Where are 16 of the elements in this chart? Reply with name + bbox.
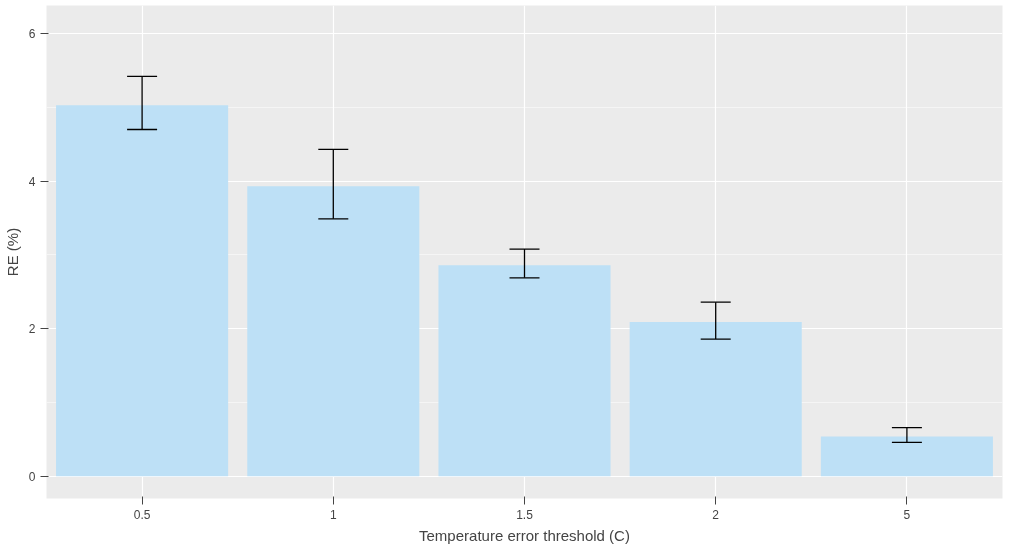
x-tick-label: 2 [712, 507, 720, 522]
y-axis-title: RE (%) [3, 227, 21, 277]
y-tick-label: 0 [28, 469, 36, 484]
bar [438, 265, 611, 477]
bar [820, 436, 993, 477]
x-tick-label: 1.5 [516, 507, 534, 522]
y-tick-label: 2 [28, 322, 36, 337]
bar [629, 322, 802, 477]
x-tick-label: 5 [903, 507, 911, 522]
y-tick-label: 4 [28, 174, 36, 189]
x-tick-label: 1 [329, 507, 337, 522]
y-tick-label: 6 [28, 27, 36, 42]
bar [247, 186, 420, 477]
x-axis-title: Temperature error threshold (C) [419, 526, 630, 544]
bar [56, 105, 229, 477]
x-tick-label: 0.5 [133, 507, 151, 522]
